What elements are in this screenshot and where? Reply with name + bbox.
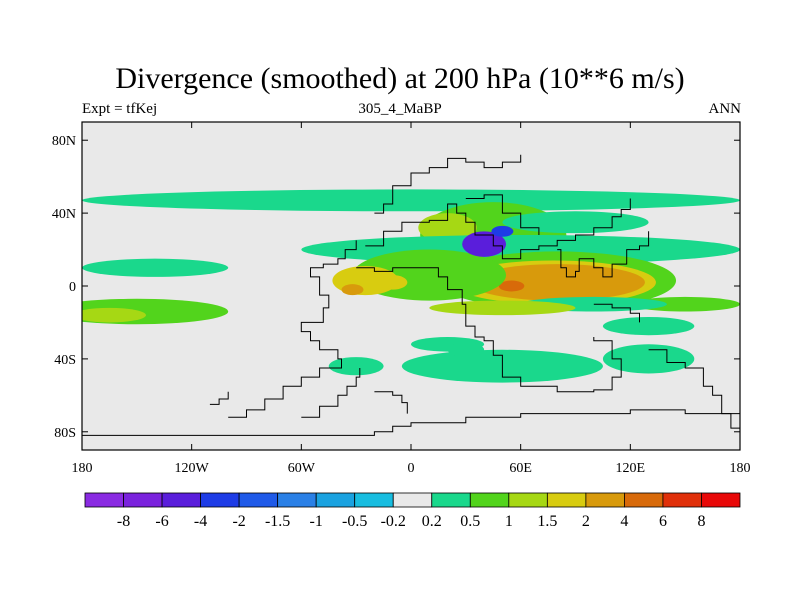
colorbar-swatch (624, 492, 664, 508)
field-patch (462, 231, 507, 257)
colorbar-label: -2 (232, 513, 245, 530)
colorbar-swatch (84, 492, 124, 508)
colorbar-label: 2 (582, 513, 590, 530)
field-patch (82, 307, 146, 323)
x-tick-label: 120W (175, 461, 210, 476)
colorbar-swatch (662, 492, 702, 508)
coastline (356, 267, 622, 393)
colorbar-swatch (200, 492, 240, 508)
coastline (648, 349, 740, 432)
x-tick-label: 180 (730, 461, 751, 476)
period-label: ANN (708, 101, 742, 117)
field-patch (82, 189, 740, 212)
field-patch (502, 211, 649, 234)
x-axis-ticks: 180 120W 60W 0 60E 120E 180 (72, 122, 751, 476)
x-tick-label: 180 (72, 461, 93, 476)
coastlines (82, 154, 740, 436)
field-patch (328, 357, 384, 376)
field-patch (498, 280, 525, 292)
field-patch (602, 316, 695, 336)
case-label: 305_4_MaBP (358, 101, 442, 117)
colorbar-swatch (469, 492, 510, 508)
divergence-field (82, 189, 740, 383)
colorbar-swatch (354, 492, 394, 508)
colorbar-swatch (123, 492, 163, 508)
field-patch (82, 258, 229, 277)
coastline (465, 194, 540, 235)
field-patch (469, 264, 645, 301)
x-tick-label: 60W (288, 461, 316, 476)
x-tick-label: 0 (408, 461, 415, 476)
colorbar: -8 -6 -4 -2 -1.5 -1 -0.5 -0.2 0.2 0.5 1 1.5 2 4 6 8 (84, 492, 741, 530)
x-tick-label: 60E (509, 461, 532, 476)
colorbar-label: -8 (117, 513, 130, 530)
field-patch (378, 275, 408, 290)
colorbar-label: -0.2 (381, 513, 406, 530)
y-tick-label: 80N (52, 134, 76, 149)
colorbar-label: -1 (310, 513, 323, 530)
colorbar-label: 1 (505, 513, 513, 530)
coastline (557, 231, 650, 278)
coastline (228, 240, 357, 418)
colorbar-swatch (238, 492, 279, 508)
x-tick-label: 120E (616, 461, 646, 476)
coastline (593, 303, 640, 323)
field-patch (447, 342, 485, 358)
colorbar-swatch (161, 492, 201, 508)
y-axis-ticks: 80N 40N 0 40S 80S (52, 134, 740, 441)
field-patch (630, 296, 740, 312)
coastline (82, 409, 740, 436)
colorbar-label: 0.2 (422, 513, 442, 530)
colorbar-label: 4 (620, 513, 628, 530)
coastline (374, 391, 408, 414)
field-patch (491, 225, 514, 237)
colorbar-swatch (508, 492, 548, 508)
field-patch (602, 344, 695, 374)
field-patch (429, 300, 576, 316)
coastline (301, 368, 361, 418)
colorbar-label: -6 (155, 513, 168, 530)
y-tick-label: 40N (52, 207, 76, 222)
colorbar-swatch (431, 492, 471, 508)
colorbar-swatch (315, 492, 356, 508)
experiment-label: Expt = tfKej (82, 101, 158, 117)
colorbar-label: 1.5 (537, 513, 557, 530)
colorbar-label: 0.5 (460, 513, 480, 530)
colorbar-swatch (585, 492, 625, 508)
field-patch (164, 281, 238, 291)
y-tick-label: 0 (69, 280, 76, 295)
colorbar-label: -4 (194, 513, 207, 530)
chart-title: Divergence (smoothed) at 200 hPa (10**6 … (115, 62, 685, 95)
y-tick-label: 80S (54, 426, 76, 441)
y-tick-label: 40S (54, 353, 76, 368)
colorbar-label: 8 (697, 513, 705, 530)
field-patch (341, 284, 364, 296)
coastline (365, 198, 631, 260)
colorbar-swatch (546, 492, 587, 508)
colorbar-label: -1.5 (265, 513, 290, 530)
colorbar-label: -0.5 (342, 513, 367, 530)
coastline (209, 391, 229, 405)
colorbar-label: 6 (659, 513, 667, 530)
colorbar-swatch (277, 492, 317, 508)
colorbar-swatch (701, 492, 741, 508)
colorbar-swatch (392, 492, 433, 508)
coastline (374, 154, 522, 214)
